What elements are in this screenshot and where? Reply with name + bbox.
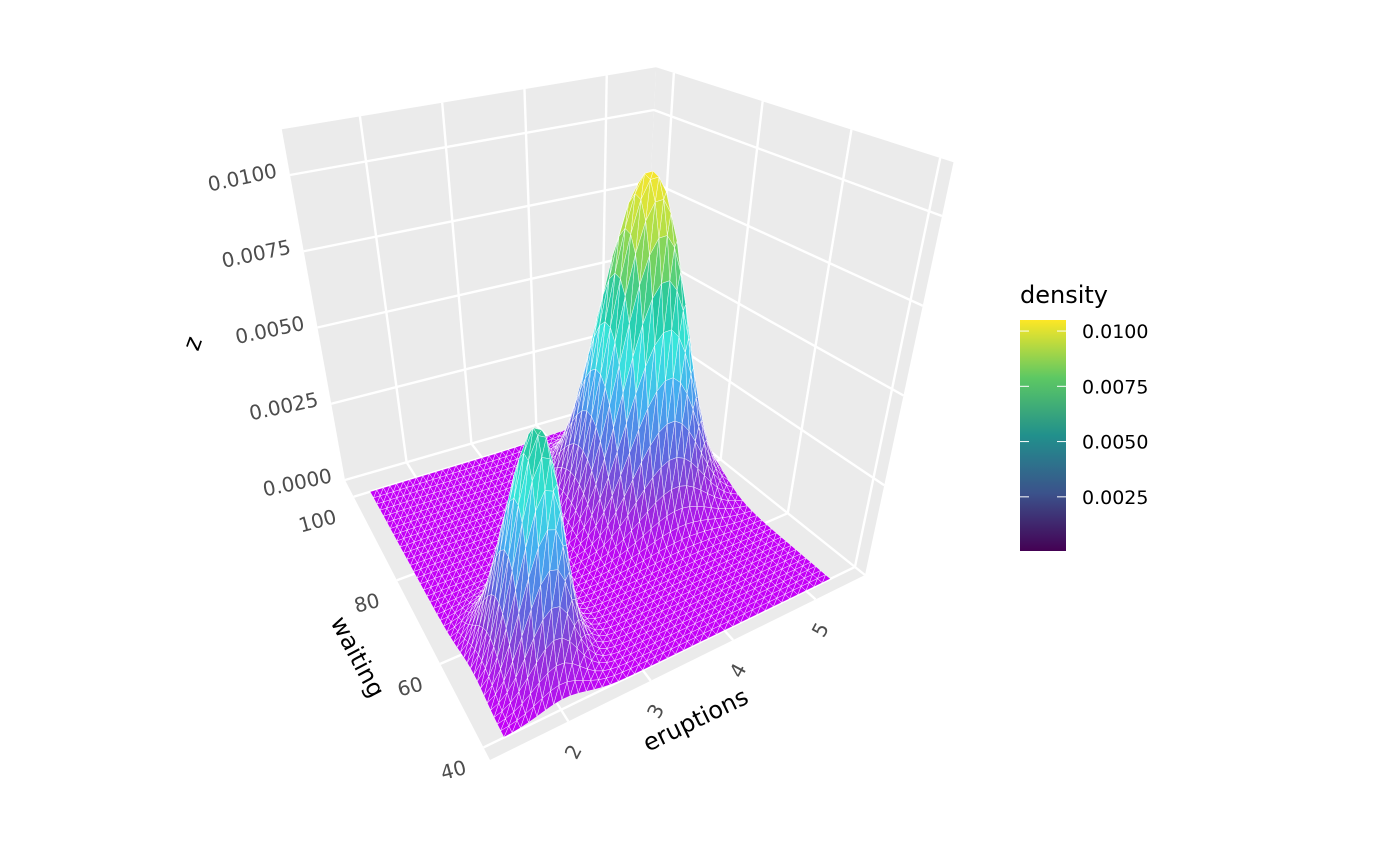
gridline-y-wall — [853, 157, 942, 568]
y-tick-label: 100 — [296, 504, 339, 537]
y-axis-label: waiting — [325, 612, 391, 702]
surface-facet — [406, 556, 415, 567]
surface-facet — [483, 685, 493, 704]
surface-facet — [493, 710, 503, 725]
surface-facet — [419, 580, 428, 591]
surface-facet — [500, 725, 510, 738]
surface-facet — [463, 645, 472, 664]
surface-facet — [429, 598, 439, 609]
surface-facet — [409, 562, 418, 573]
legend-tick-label: 0.0050 — [1082, 432, 1148, 454]
z-tick-label: 0.0075 — [219, 235, 292, 273]
surface-facet — [369, 489, 378, 499]
density-surface — [369, 170, 831, 738]
z-tick-label: 0.0025 — [247, 387, 320, 425]
surface-facet — [456, 638, 465, 654]
surface-facet — [373, 495, 381, 505]
z-tick-label: 0.0050 — [233, 311, 306, 349]
gridline-y-wall — [786, 129, 853, 514]
surface-facet — [496, 718, 506, 732]
legend: density 0.0100 0.0075 0.0050 0.0025 — [1020, 281, 1148, 551]
gridline-x-wall — [358, 116, 408, 463]
surface-facet — [480, 676, 490, 697]
z-tick-label: 0.0100 — [206, 158, 279, 196]
surface-facet — [443, 621, 452, 633]
surface-facet — [633, 664, 644, 675]
back-wall-panel — [281, 67, 657, 481]
y-tick-label: 80 — [351, 588, 382, 618]
gridline-z — [303, 180, 651, 253]
z-axis-label: z — [177, 333, 208, 354]
gridline-z-wall — [646, 251, 905, 397]
gridline-z — [289, 108, 655, 177]
surface-facet — [473, 660, 483, 683]
gridline-x-wall — [523, 89, 538, 425]
surface-facet — [379, 507, 388, 517]
surface-facet — [466, 649, 476, 670]
surface-facet — [423, 586, 432, 597]
surface-facet — [470, 654, 479, 676]
x-tick-label: 2 — [560, 740, 587, 763]
surface-facet — [386, 519, 395, 530]
surface-facet — [536, 697, 546, 718]
surface-facet — [389, 525, 398, 536]
surface-facet — [577, 679, 587, 694]
surface-facet — [453, 635, 462, 649]
surface-facet — [436, 610, 445, 621]
legend-title: density — [1020, 281, 1108, 309]
gridline-y-wall — [719, 101, 764, 460]
surface-facet — [593, 679, 603, 690]
side-wall-panel — [640, 67, 954, 576]
legend-tick-label: 0.0075 — [1082, 376, 1148, 398]
surface-facet — [403, 550, 412, 560]
surface-facet — [426, 592, 435, 603]
gridline-x-wall — [440, 102, 473, 444]
x-tick-label: 4 — [724, 659, 751, 682]
surface-facet — [393, 531, 401, 542]
surface-facet — [376, 501, 384, 511]
surface-facet — [487, 694, 496, 712]
gridline-z — [317, 251, 648, 329]
surface-facet — [396, 538, 405, 548]
surface-facet — [450, 630, 459, 644]
surface-facet — [511, 719, 521, 734]
surface-facet — [413, 568, 422, 579]
surface-facet — [544, 690, 554, 712]
gridline-z — [330, 322, 644, 405]
z-tick-label: 0.0000 — [261, 463, 334, 501]
legend-colorbar — [1020, 320, 1066, 551]
legend-tick-label: 0.0100 — [1082, 321, 1148, 343]
gridline-z-wall — [650, 180, 924, 307]
x-axis-label: eruptions — [638, 682, 752, 757]
gridline-z-wall — [653, 108, 943, 218]
surface-facet — [617, 671, 627, 682]
surface-facet — [490, 702, 500, 719]
surface-facet — [460, 641, 469, 659]
surface-facet — [446, 626, 456, 638]
y-tick-label: 40 — [438, 755, 469, 785]
surface-facet — [477, 668, 486, 690]
surface-facet — [658, 652, 668, 663]
x-tick-label: 5 — [807, 618, 834, 641]
legend-tick-label: 0.0025 — [1082, 487, 1148, 509]
surface-facet — [440, 616, 449, 627]
y-tick-label: 60 — [395, 672, 426, 702]
